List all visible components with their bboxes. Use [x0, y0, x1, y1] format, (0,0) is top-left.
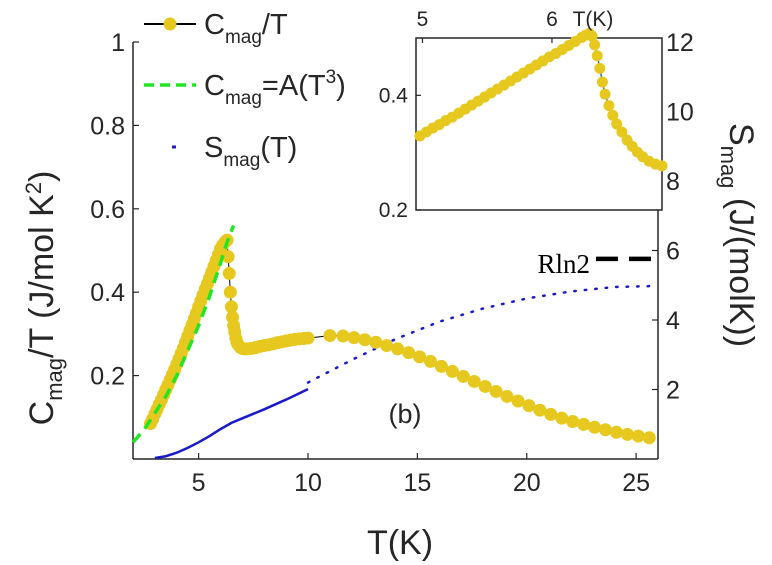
left-y-tick-label: 0.2: [90, 363, 125, 391]
inset-plot: 5 6 0.2 0.4: [379, 8, 668, 222]
inset-point: [594, 62, 606, 74]
inset-point: [616, 126, 628, 138]
cmag-point: [445, 364, 459, 378]
right-y-tick-label: 8: [666, 168, 680, 196]
cmag-point: [221, 250, 235, 264]
cmag-point: [489, 384, 503, 398]
inset-x-tick-label: 6: [546, 8, 558, 31]
cmag-point: [478, 379, 492, 393]
cmag-point: [224, 300, 238, 314]
x-tick-label: 15: [403, 469, 431, 497]
cmag-point: [620, 427, 634, 441]
entropy-line: [154, 388, 309, 460]
inset-point: [586, 30, 598, 42]
cmag-point: [588, 420, 602, 434]
right-y-axis-label: Smag (J/(molK)): [716, 123, 760, 347]
x-tick-label: 25: [622, 469, 650, 497]
left-y-tick-label: 1: [111, 29, 125, 57]
cmag-point: [500, 389, 514, 403]
cmag-point: [424, 354, 437, 368]
cmag-point: [511, 394, 525, 408]
inset-point: [591, 50, 603, 62]
x-tick-label: 10: [294, 469, 322, 497]
right-y-tick-label: 12: [666, 29, 694, 57]
cmag-point: [642, 431, 656, 445]
right-y-tick-label: 6: [666, 238, 680, 266]
cmag-point: [544, 407, 558, 421]
left-y-tick-label: 0.6: [90, 196, 125, 224]
cmag-point: [336, 329, 350, 343]
inset-y-tick-label: 0.2: [379, 199, 408, 222]
right-y-tick-label: 2: [666, 377, 680, 405]
cmag-point: [358, 333, 372, 347]
x-tick-label: 20: [513, 469, 541, 497]
cmag-point: [522, 399, 536, 413]
legend-cmag-marker: [163, 17, 177, 31]
left-y-axis-label: Cmag/T (J/mol K2): [21, 171, 67, 426]
cmag-point: [301, 331, 315, 345]
rln2-annotation: Rln2: [537, 249, 590, 279]
left-y-tick-label: 0.4: [90, 279, 125, 307]
cmag-point: [577, 417, 591, 431]
cmag-point: [323, 329, 337, 343]
cmag-point: [566, 414, 580, 428]
right-y-tick-label: 4: [666, 307, 680, 335]
cmag-point: [467, 374, 481, 388]
cmag-point: [380, 339, 394, 353]
x-tick-label: 5: [192, 469, 206, 497]
inset-point: [599, 88, 611, 100]
cmag-point: [456, 369, 470, 383]
inset-x-tick-label: 5: [417, 8, 429, 31]
legend: Cmag/T Cmag=A(T3) Smag(T): [144, 9, 346, 171]
entropy-dotted-line: [306, 284, 660, 384]
x-axis-label: T(K): [367, 524, 433, 562]
cmag-point: [369, 335, 383, 349]
cmag-point: [555, 411, 569, 425]
right-y-tick-label: 10: [666, 99, 694, 127]
cmag-point: [391, 342, 405, 356]
cmag-point: [413, 350, 427, 364]
cmag-point: [599, 423, 612, 437]
cmag-point: [222, 266, 236, 280]
inset-x-axis-label: T(K): [573, 8, 614, 31]
inset-y-tick-label: 0.4: [379, 84, 409, 107]
panel-label: (b): [389, 399, 422, 429]
inset-point: [611, 118, 623, 130]
cmag-point: [631, 429, 645, 443]
inset-point: [596, 76, 608, 88]
left-y-tick-label: 0.8: [90, 112, 125, 140]
cmag-point: [347, 331, 361, 345]
inset-point: [607, 109, 619, 121]
cmag-point: [223, 285, 237, 299]
inset-point: [656, 160, 668, 172]
fit-line: [131, 224, 236, 444]
cmag-point: [402, 346, 416, 360]
inset-point: [603, 100, 615, 112]
axis-labels: T(K) Cmag/T (J/mol K2) Smag (J/(molK)) (…: [21, 8, 760, 562]
cmag-point: [533, 403, 547, 417]
legend-label: Cmag=A(T3): [204, 67, 346, 109]
cmag-point: [609, 425, 623, 439]
inset-point: [589, 39, 601, 51]
legend-label: Cmag/T: [204, 9, 288, 48]
legend-label: Smag(T): [204, 132, 297, 171]
cmag-point: [434, 359, 448, 373]
